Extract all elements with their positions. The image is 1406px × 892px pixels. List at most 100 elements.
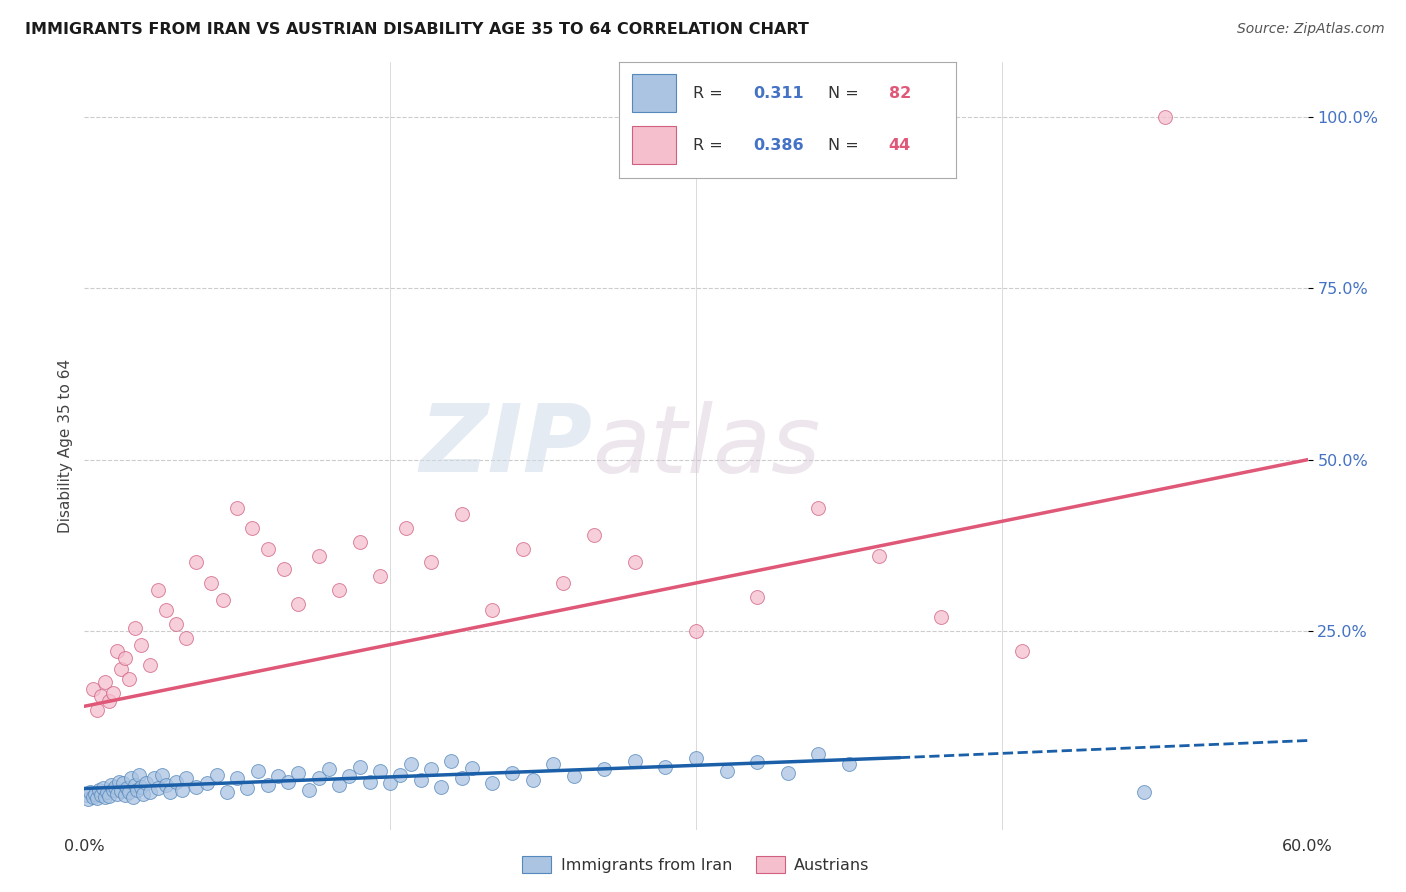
Text: 82: 82 bbox=[889, 86, 911, 101]
Point bbox=[112, 776, 135, 790]
Text: 0.386: 0.386 bbox=[754, 138, 804, 153]
Point bbox=[409, 773, 432, 788]
Point bbox=[685, 624, 707, 638]
Point bbox=[135, 776, 157, 790]
Point bbox=[217, 785, 239, 799]
Point bbox=[277, 774, 299, 789]
Point bbox=[368, 569, 391, 583]
Point bbox=[747, 590, 769, 604]
Point bbox=[461, 761, 484, 775]
Point bbox=[146, 582, 169, 597]
Text: R =: R = bbox=[693, 138, 728, 153]
Point bbox=[420, 556, 443, 570]
Point bbox=[114, 651, 136, 665]
Point bbox=[287, 766, 309, 780]
Point bbox=[118, 672, 141, 686]
Point bbox=[172, 782, 194, 797]
Point bbox=[226, 771, 249, 785]
Point bbox=[450, 508, 472, 522]
Point bbox=[110, 662, 132, 676]
Point bbox=[562, 769, 585, 783]
Point bbox=[91, 781, 114, 796]
Point bbox=[308, 549, 330, 563]
Legend: Immigrants from Iran, Austrians: Immigrants from Iran, Austrians bbox=[516, 850, 876, 880]
Point bbox=[174, 771, 197, 785]
Point bbox=[128, 768, 150, 782]
Y-axis label: Disability Age 35 to 64: Disability Age 35 to 64 bbox=[58, 359, 73, 533]
Point bbox=[747, 756, 769, 770]
Point bbox=[114, 789, 136, 803]
Point bbox=[1011, 644, 1033, 658]
Point bbox=[104, 780, 127, 794]
Point bbox=[118, 785, 141, 799]
Point bbox=[138, 658, 160, 673]
Text: 0.311: 0.311 bbox=[754, 86, 804, 101]
Point bbox=[124, 620, 146, 634]
Point bbox=[522, 773, 544, 788]
Point bbox=[236, 781, 259, 796]
Point bbox=[131, 780, 153, 794]
Point bbox=[120, 771, 142, 785]
Point bbox=[389, 768, 412, 782]
Point bbox=[869, 549, 891, 563]
Point bbox=[93, 790, 115, 805]
Point bbox=[105, 787, 128, 801]
Point bbox=[349, 759, 371, 773]
Point bbox=[159, 785, 181, 799]
Point bbox=[543, 757, 565, 772]
Point bbox=[368, 764, 391, 779]
Point bbox=[186, 780, 208, 794]
Text: 44: 44 bbox=[889, 138, 911, 153]
Point bbox=[349, 534, 371, 549]
Point bbox=[246, 764, 269, 779]
Point bbox=[450, 771, 472, 785]
Point bbox=[807, 747, 830, 762]
Point bbox=[82, 789, 104, 804]
Point bbox=[685, 750, 707, 764]
Point bbox=[82, 682, 104, 697]
Point bbox=[86, 791, 108, 805]
Point bbox=[399, 757, 422, 772]
Point bbox=[77, 791, 100, 805]
Point bbox=[553, 576, 575, 591]
Point bbox=[174, 631, 197, 645]
Point bbox=[146, 781, 169, 796]
Point bbox=[838, 757, 860, 772]
Bar bbox=[633, 126, 676, 164]
Point bbox=[87, 782, 110, 797]
Point bbox=[101, 782, 124, 797]
Point bbox=[132, 787, 155, 801]
Point bbox=[186, 556, 208, 570]
Point bbox=[380, 776, 402, 790]
Point bbox=[430, 780, 453, 794]
Point bbox=[654, 759, 676, 773]
Point bbox=[512, 541, 534, 556]
Point bbox=[83, 787, 105, 801]
Text: IMMIGRANTS FROM IRAN VS AUSTRIAN DISABILITY AGE 35 TO 64 CORRELATION CHART: IMMIGRANTS FROM IRAN VS AUSTRIAN DISABIL… bbox=[25, 22, 810, 37]
Point bbox=[205, 768, 228, 782]
Point bbox=[124, 778, 146, 792]
Point bbox=[481, 776, 503, 790]
Point bbox=[115, 781, 138, 796]
Point bbox=[195, 776, 218, 790]
Point bbox=[1133, 785, 1156, 799]
Point bbox=[273, 562, 295, 576]
Point bbox=[359, 774, 381, 789]
Point bbox=[420, 762, 443, 776]
Text: N =: N = bbox=[828, 86, 863, 101]
Point bbox=[90, 689, 112, 703]
Point bbox=[101, 685, 124, 699]
Point bbox=[328, 582, 350, 597]
Point bbox=[583, 528, 606, 542]
Text: atlas: atlas bbox=[592, 401, 820, 491]
Point bbox=[108, 774, 131, 789]
Point bbox=[308, 771, 330, 785]
Point bbox=[155, 778, 177, 792]
Text: R =: R = bbox=[693, 86, 728, 101]
Point bbox=[142, 771, 165, 785]
Point bbox=[100, 778, 122, 792]
Point bbox=[75, 789, 97, 803]
Point bbox=[226, 500, 249, 515]
Point bbox=[440, 754, 463, 768]
Point bbox=[93, 675, 115, 690]
